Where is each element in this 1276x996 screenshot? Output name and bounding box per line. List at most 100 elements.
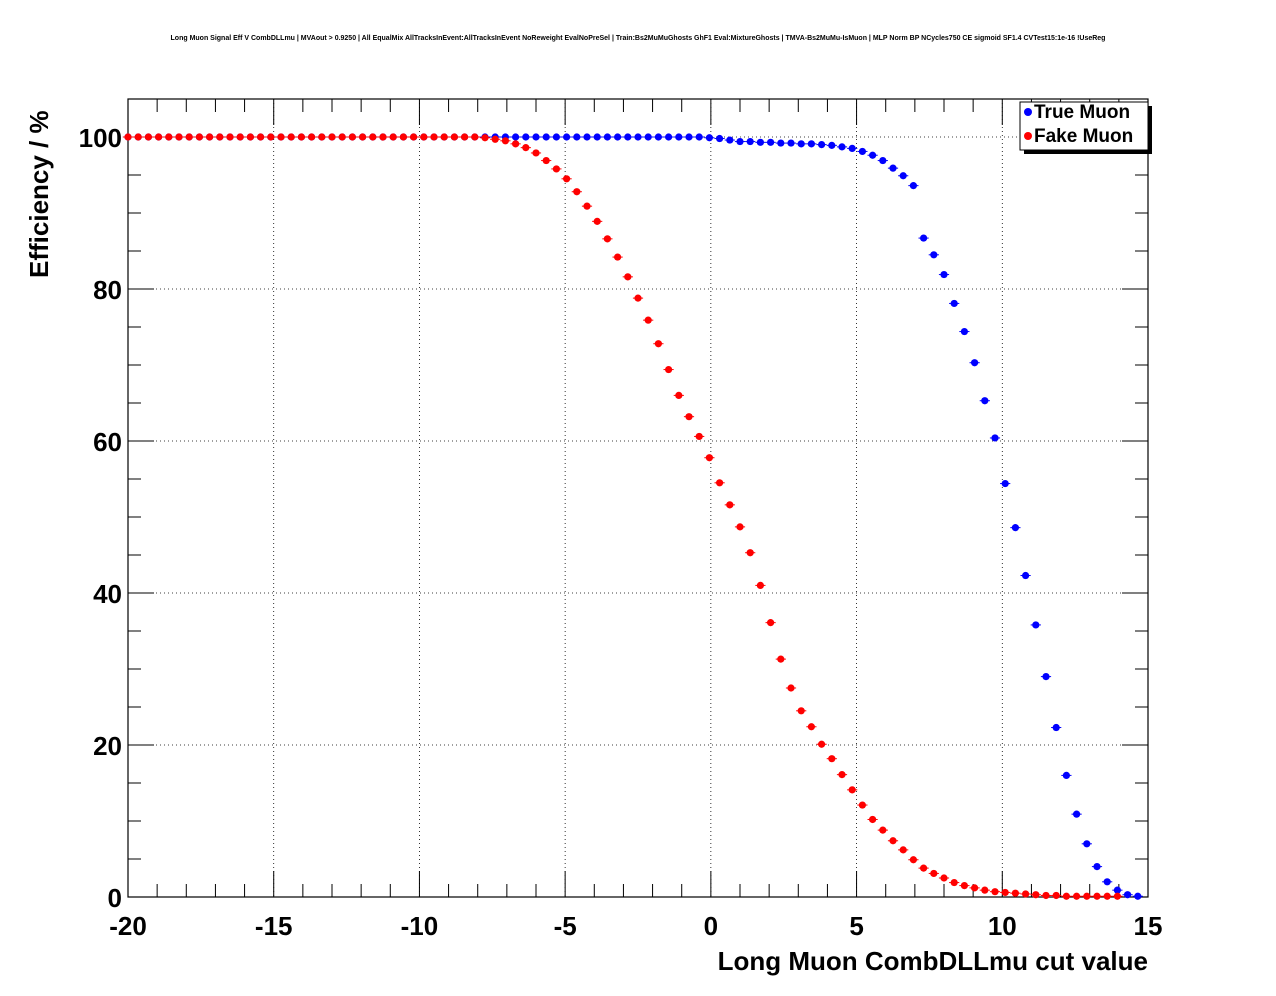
data-point <box>614 253 622 261</box>
data-point <box>1093 863 1101 871</box>
data-point <box>420 133 428 141</box>
data-point <box>338 133 346 141</box>
data-point <box>828 755 836 763</box>
data-point <box>869 815 877 824</box>
data-point <box>532 133 540 141</box>
data-point <box>1032 891 1040 899</box>
data-point <box>440 133 448 141</box>
data-point <box>848 786 856 794</box>
y-tick-label: 60 <box>93 427 122 457</box>
data-point <box>991 888 999 896</box>
data-point <box>777 655 785 663</box>
data-point <box>287 133 295 141</box>
series-fake-muon <box>122 133 1123 900</box>
data-point <box>552 165 561 173</box>
chart-title: Long Muon Signal Eff V CombDLLmu | MVAou… <box>170 35 1106 42</box>
data-point <box>705 134 714 142</box>
data-point <box>399 133 407 141</box>
y-tick-label: 80 <box>93 275 122 305</box>
x-tick-label: -10 <box>401 911 439 941</box>
y-tick-label: 0 <box>108 883 122 913</box>
data-point <box>511 140 520 148</box>
data-point <box>175 133 183 141</box>
data-point <box>807 140 816 148</box>
data-point <box>563 175 571 183</box>
data-point <box>511 133 520 141</box>
data-point <box>603 235 612 243</box>
data-point <box>624 133 632 141</box>
data-point <box>1001 479 1009 488</box>
y-axis-title: Efficiency / % <box>24 110 54 278</box>
data-point <box>155 133 163 141</box>
data-point <box>1103 878 1111 886</box>
data-point <box>797 140 805 148</box>
data-point <box>1083 840 1091 848</box>
data-point <box>1032 621 1040 629</box>
data-point <box>603 133 612 141</box>
data-point <box>369 133 377 141</box>
x-axis-title: Long Muon CombDLLmu cut value <box>718 946 1148 976</box>
grid-lines <box>128 99 1148 897</box>
data-point <box>940 270 948 279</box>
data-point <box>257 133 265 141</box>
y-tick-label: 100 <box>79 123 122 153</box>
data-point <box>542 133 550 141</box>
legend-box <box>1019 101 1149 151</box>
data-point <box>481 134 489 142</box>
data-point <box>899 172 907 180</box>
axis-ticks <box>127 98 1149 898</box>
y-tick-label: 20 <box>93 731 122 761</box>
data-point <box>644 316 652 324</box>
data-point <box>675 133 683 141</box>
data-point <box>1062 892 1070 900</box>
data-point <box>654 133 663 141</box>
data-point <box>726 501 734 509</box>
data-point <box>1062 771 1070 780</box>
data-point <box>583 202 591 210</box>
data-point <box>756 138 765 146</box>
data-point <box>695 432 703 441</box>
data-point <box>981 397 989 405</box>
data-point <box>736 137 744 146</box>
data-point <box>522 144 530 152</box>
data-point <box>318 133 326 141</box>
data-point <box>695 133 703 141</box>
plot-frame <box>127 98 1149 898</box>
data-point <box>277 133 285 141</box>
data-point <box>614 133 622 141</box>
data-point <box>471 133 479 141</box>
data-point <box>930 251 938 259</box>
data-point <box>450 133 458 141</box>
data-point <box>981 886 989 894</box>
data-point <box>216 133 224 141</box>
data-point <box>246 133 254 141</box>
data-point <box>685 133 693 141</box>
data-point <box>267 133 275 141</box>
data-point <box>206 133 214 141</box>
data-point <box>838 771 846 779</box>
data-point <box>297 133 305 141</box>
data-point <box>971 884 979 892</box>
data-point <box>818 740 826 748</box>
legend: True Muon Fake Muon <box>1019 101 1152 154</box>
data-point <box>960 327 969 336</box>
data-point <box>960 882 969 890</box>
data-point <box>930 869 938 878</box>
data-point <box>144 133 152 141</box>
data-point <box>1052 723 1060 732</box>
data-point <box>185 133 193 141</box>
data-point <box>746 137 754 146</box>
data-point <box>746 549 754 557</box>
data-point <box>593 217 601 225</box>
data-point <box>838 143 846 151</box>
data-point <box>1134 892 1142 900</box>
data-point <box>634 294 642 302</box>
data-point <box>848 144 856 152</box>
data-point <box>1073 892 1081 900</box>
data-point <box>756 581 765 590</box>
data-point <box>1124 891 1132 899</box>
data-point <box>1113 892 1121 900</box>
data-point <box>165 133 173 141</box>
data-point <box>389 133 397 141</box>
